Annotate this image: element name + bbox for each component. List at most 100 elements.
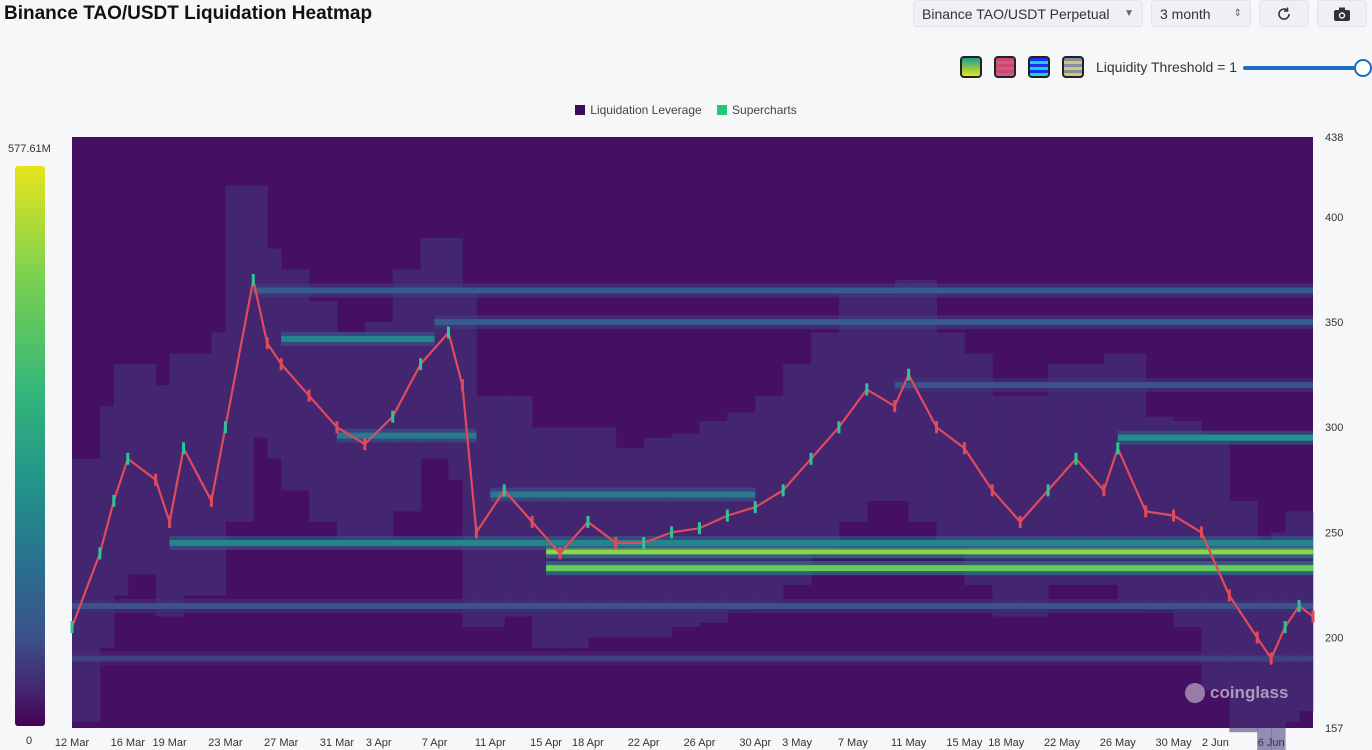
- legend-item-supercharts[interactable]: Supercharts: [717, 103, 797, 117]
- price-candle: [697, 522, 701, 535]
- price-candle: [753, 501, 757, 514]
- price-candle: [251, 274, 255, 287]
- stepper-icon: ⇕: [1233, 8, 1242, 19]
- price-candle: [307, 389, 311, 402]
- liquidation-band: [281, 335, 435, 342]
- price-candle: [502, 484, 506, 497]
- chart-legend: Liquidation Leverage Supercharts: [0, 103, 1372, 117]
- x-tick-label: 30 May: [1156, 737, 1193, 749]
- price-candle: [460, 379, 464, 392]
- palette-swatch-blue[interactable]: [1028, 56, 1050, 78]
- x-tick-label: 11 May: [891, 737, 927, 749]
- x-tick-label: 23 Mar: [208, 737, 243, 749]
- page-title: Binance TAO/USDT Liquidation Heatmap: [4, 3, 373, 24]
- coinglass-logo-icon: [1185, 683, 1205, 703]
- price-candle: [1283, 621, 1287, 634]
- liquidation-band: [546, 565, 1313, 572]
- x-tick-label: 3 May: [782, 737, 812, 749]
- x-tick-label: 15 Apr: [530, 737, 562, 749]
- threshold-slider-handle[interactable]: [1354, 59, 1372, 77]
- price-candle: [1018, 515, 1022, 528]
- price-candle: [809, 452, 813, 465]
- x-tick-label: 3 Apr: [366, 737, 392, 749]
- x-tick-label: 2 Jun: [1202, 737, 1229, 749]
- range-select[interactable]: 3 month ⇕: [1151, 0, 1251, 27]
- price-candle: [670, 526, 674, 539]
- price-candle: [530, 515, 534, 528]
- refresh-icon: [1278, 7, 1290, 20]
- liquidity-threshold-label: Liquidity Threshold = 1: [1096, 59, 1237, 75]
- price-candle: [474, 526, 478, 539]
- symbol-select[interactable]: Binance TAO/USDT Perpetual ▼: [913, 0, 1143, 27]
- price-candle: [265, 337, 269, 350]
- liquidation-band: [169, 539, 1314, 546]
- range-select-value: 3 month: [1160, 5, 1211, 22]
- x-tick-label: 19 Mar: [152, 737, 187, 749]
- price-candle: [642, 536, 646, 549]
- palette-swatch-viridis[interactable]: [960, 56, 982, 78]
- price-candle: [781, 484, 785, 497]
- palette-swatch-gold[interactable]: [1062, 56, 1084, 78]
- x-tick-label: 7 Apr: [422, 737, 448, 749]
- colorbar: [15, 166, 45, 726]
- price-candle: [1102, 484, 1106, 497]
- liquidation-band: [490, 491, 756, 498]
- liquidation-band: [894, 382, 1313, 389]
- watermark: coinglass: [1210, 683, 1289, 702]
- price-candle: [209, 494, 213, 507]
- x-tick-label: 12 Mar: [55, 737, 90, 749]
- liquidity-zone-cell: [1257, 542, 1272, 750]
- refresh-button[interactable]: [1259, 0, 1309, 27]
- price-candle: [1255, 631, 1259, 644]
- palette-swatch-red[interactable]: [994, 56, 1016, 78]
- price-candle: [907, 368, 911, 381]
- y-tick-label: 250: [1325, 527, 1343, 539]
- price-candle: [1046, 484, 1050, 497]
- y-tick-label: 400: [1325, 212, 1343, 224]
- x-tick-label: 30 Apr: [739, 737, 771, 749]
- legend-label: Supercharts: [732, 103, 797, 117]
- colorbar-max-label: 577.61M: [8, 143, 51, 155]
- price-candle: [1269, 652, 1273, 665]
- x-tick-label: 22 May: [1044, 737, 1081, 749]
- price-candle: [391, 410, 395, 423]
- price-candle: [893, 400, 897, 413]
- price-candle: [182, 442, 186, 455]
- x-tick-label: 18 May: [988, 737, 1025, 749]
- price-candle: [935, 421, 939, 434]
- price-candle: [70, 621, 74, 634]
- legend-item-liquidation-leverage[interactable]: Liquidation Leverage: [575, 103, 702, 117]
- threshold-slider-track[interactable]: [1243, 66, 1363, 70]
- price-candle: [363, 438, 367, 451]
- price-candle: [558, 547, 562, 560]
- y-tick-label: 200: [1325, 633, 1343, 645]
- price-candle: [837, 421, 841, 434]
- price-candle: [1074, 452, 1078, 465]
- x-tick-label: 18 Apr: [572, 737, 604, 749]
- liquidation-band: [72, 603, 1313, 610]
- price-candle: [112, 494, 116, 507]
- price-candle: [990, 484, 994, 497]
- price-candle: [446, 326, 450, 339]
- price-candle: [279, 358, 283, 371]
- screenshot-button[interactable]: [1317, 0, 1367, 27]
- x-tick-label: 26 May: [1100, 737, 1137, 749]
- price-candle: [1227, 589, 1231, 602]
- price-candle: [1144, 505, 1148, 518]
- price-candle: [1172, 509, 1176, 522]
- y-tick-label: 157: [1325, 723, 1343, 735]
- price-candle: [725, 509, 729, 522]
- x-tick-label: 6 Jun: [1258, 737, 1285, 749]
- legend-label: Liquidation Leverage: [590, 103, 702, 117]
- x-tick-label: 11 Apr: [475, 737, 506, 749]
- y-tick-label: 350: [1325, 317, 1343, 329]
- x-tick-label: 31 Mar: [320, 737, 355, 749]
- price-candle: [335, 421, 339, 434]
- liquidation-band: [434, 319, 1314, 326]
- liquidation-band: [253, 287, 1314, 294]
- price-candle: [154, 473, 158, 486]
- price-candle: [586, 515, 590, 528]
- price-candle: [614, 536, 618, 549]
- price-candle: [419, 358, 423, 371]
